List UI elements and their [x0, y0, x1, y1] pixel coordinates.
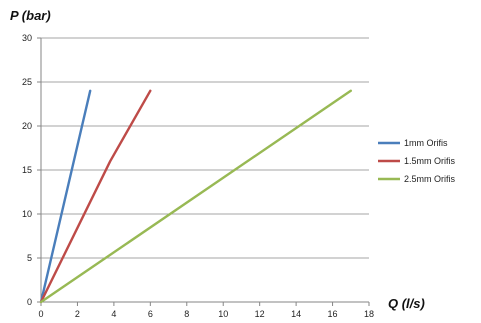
- series-line-1: [39, 89, 92, 304]
- y-tick-labels: 0 5 10 15 20 25 30: [22, 33, 32, 307]
- y-tick-label: 25: [22, 77, 32, 87]
- x-tick-label: 16: [328, 309, 338, 319]
- x-tick-label: 6: [148, 309, 153, 319]
- legend-label: 2.5mm Orifis: [404, 174, 456, 184]
- x-axis-title: Q (l/s): [388, 296, 425, 311]
- y-tick-label: 15: [22, 165, 32, 175]
- x-tick-label: 18: [364, 309, 374, 319]
- axes: [37, 37, 370, 306]
- x-tick-label: 12: [255, 309, 265, 319]
- gridlines: [41, 37, 369, 259]
- x-tick-label: 2: [75, 309, 80, 319]
- x-tick-label: 4: [111, 309, 116, 319]
- x-tick-label: 8: [184, 309, 189, 319]
- series-lines: [39, 89, 352, 304]
- y-tick-label: 30: [22, 33, 32, 43]
- x-tick-labels: 0 2 4 6 8 10 12 14 16 18: [38, 309, 374, 319]
- legend-label: 1mm Orifis: [404, 138, 448, 148]
- legend: 1mm Orifis 1.5mm Orifis 2.5mm Orifis: [378, 138, 456, 184]
- x-tick-label: 10: [218, 309, 228, 319]
- x-tick-label: 0: [38, 309, 43, 319]
- legend-label: 1.5mm Orifis: [404, 156, 456, 166]
- x-tick-label: 14: [291, 309, 301, 319]
- series-line-2: [39, 89, 152, 304]
- y-tick-label: 5: [27, 253, 32, 263]
- series-line-3: [39, 89, 352, 304]
- y-tick-label: 20: [22, 121, 32, 131]
- y-tick-label: 0: [27, 297, 32, 307]
- y-tick-label: 10: [22, 209, 32, 219]
- y-axis-title: P (bar): [10, 8, 51, 23]
